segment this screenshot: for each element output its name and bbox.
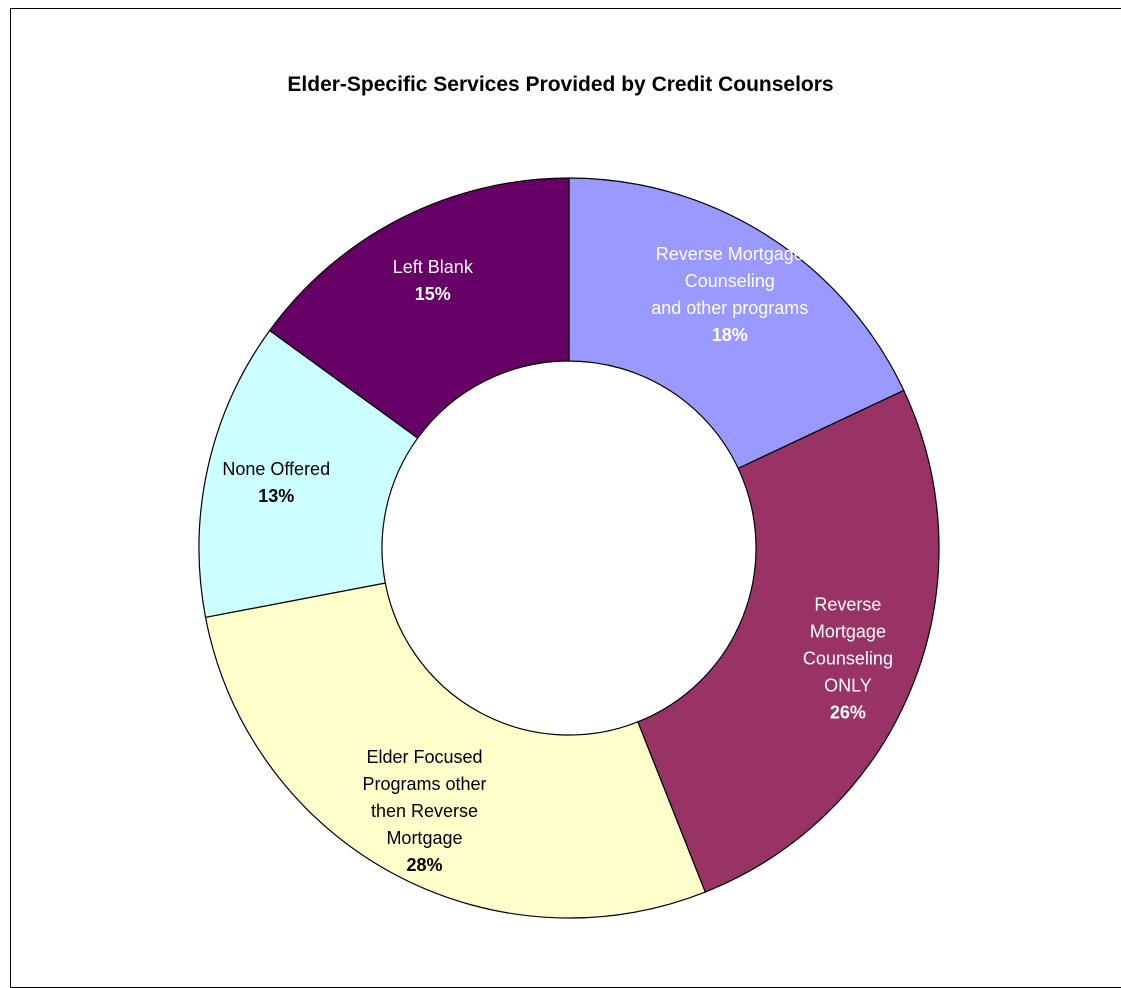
- slice-category-line: Elder Focused: [366, 747, 482, 767]
- slice-percentage: 18%: [712, 325, 748, 345]
- slice-category-line: Reverse Mortgage: [656, 244, 804, 264]
- doughnut-slice: [568, 177, 905, 470]
- slice-category-line: Mortgage: [810, 621, 886, 641]
- slice-label: None Offered 13%: [222, 459, 330, 506]
- doughnut-slice: [268, 177, 570, 439]
- slice-category-line: Programs other: [362, 774, 486, 794]
- doughnut-slice: [637, 389, 940, 893]
- chart-title: Elder-Specific Services Provided by Cred…: [287, 73, 834, 96]
- slice-category-line: Counseling: [803, 648, 893, 668]
- slice-label: Reverse Mortgage Counseling and other prog…: [651, 244, 808, 345]
- slice-category-line: Counseling: [685, 271, 775, 291]
- slice-label: Reverse Mortgage Counseling ONLY 26%: [803, 594, 893, 722]
- doughnut-slice: [198, 329, 419, 619]
- slice-category-line: then Reverse: [371, 801, 478, 821]
- slice-percentage: 28%: [406, 855, 442, 875]
- slice-category-line: ONLY: [824, 675, 872, 695]
- slice-category-line: and other programs: [651, 298, 808, 318]
- doughnut-slice: [204, 582, 706, 919]
- slice-label: Elder Focused Programs other then Reverse M…: [362, 747, 486, 875]
- slice-percentage: 26%: [830, 702, 866, 722]
- slice-category-line: Mortgage: [386, 828, 462, 848]
- labels-layer: Reverse Mortgage Counseling and other prog…: [222, 244, 893, 875]
- slice-label: Left Blank 15%: [393, 257, 474, 304]
- slices-layer: [198, 177, 940, 919]
- slice-percentage: 15%: [415, 284, 451, 304]
- slice-percentage: 13%: [258, 486, 294, 506]
- slice-category-line: Reverse: [814, 594, 881, 614]
- slice-category-line: None Offered: [222, 459, 330, 479]
- slice-category-line: Left Blank: [393, 257, 474, 277]
